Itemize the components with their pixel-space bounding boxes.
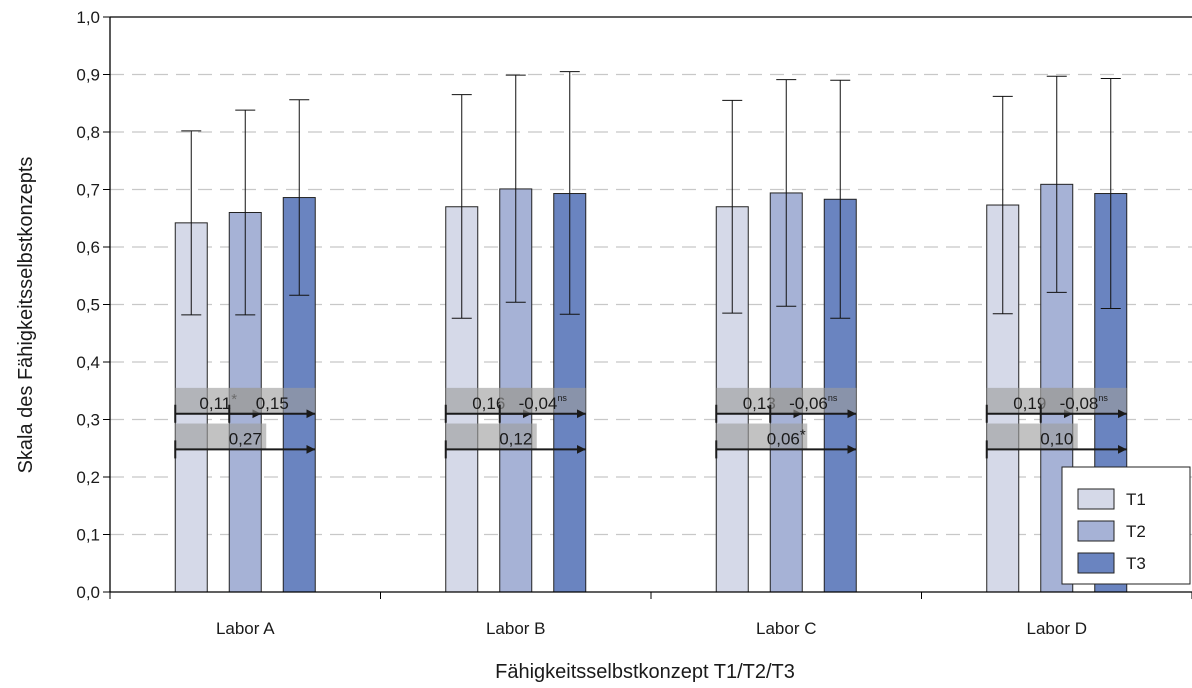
significance-marker: * (800, 426, 806, 443)
y-tick-label: 0,2 (76, 468, 100, 487)
legend-swatch (1077, 488, 1115, 510)
legend-swatch (1077, 520, 1115, 542)
effect-box (499, 387, 586, 414)
x-tick-label: Labor C (756, 619, 816, 638)
effect-label: 0,12 (499, 429, 532, 448)
effect-label: 0,06* (767, 426, 806, 448)
effect-label: 0,15 (256, 394, 289, 413)
effect-label: -0,04ns (519, 393, 568, 413)
effect-box (770, 387, 857, 414)
y-tick-label: 0,4 (76, 353, 100, 372)
legend-swatch (1077, 552, 1115, 574)
effect-box (1040, 387, 1127, 414)
effect-box (229, 387, 316, 414)
gridlines (110, 73, 1192, 536)
effect-box (986, 423, 1078, 450)
y-tick-label: 0,0 (76, 583, 100, 602)
bars (174, 71, 1128, 593)
effect-label: 0,10 (1040, 429, 1073, 448)
effect-label: 0,19 (1013, 394, 1046, 413)
effect-label: 0,16 (472, 394, 505, 413)
significance-marker: ns (557, 393, 567, 403)
effect-label: -0,08ns (1060, 393, 1109, 413)
y-tick-label: 1,0 (76, 8, 100, 27)
y-tick-label: 0,1 (76, 526, 100, 545)
x-tick-label: Labor A (216, 619, 275, 638)
y-axis-title: Skala des Fähigkeitsselbstkonzepts (15, 157, 37, 474)
y-tick-label: 0,8 (76, 123, 100, 142)
y-tick-label: 0,7 (76, 181, 100, 200)
significance-marker: ns (1098, 393, 1108, 403)
effect-annotations: 0,11*0,150,270,16-0,04ns0,120,13-0,06ns0… (174, 387, 1127, 459)
legend-label: T3 (1126, 554, 1146, 573)
y-tick-label: 0,9 (76, 66, 100, 85)
legend-label: T1 (1126, 490, 1146, 509)
effect-box (716, 423, 808, 450)
y-tick-label: 0,3 (76, 411, 100, 430)
x-tick-label: Labor D (1027, 619, 1087, 638)
y-tick-label: 0,6 (76, 238, 100, 257)
effect-label: 0,27 (229, 429, 262, 448)
significance-marker: ns (828, 393, 838, 403)
legend-label: T2 (1126, 522, 1146, 541)
legend: T1 T2 T3 (1061, 466, 1191, 585)
x-tick-label: Labor B (486, 619, 546, 638)
effect-box (175, 423, 267, 450)
y-tick-label: 0,5 (76, 296, 100, 315)
effect-label: -0,06ns (789, 393, 838, 413)
effect-box (445, 423, 537, 450)
axes: 0,0 0,1 0,2 0,3 0,4 0,5 0,6 0,7 0,8 0,9 1,0 Labor A… (76, 8, 1192, 638)
x-axis-title: Fähigkeitsselbstkonzept T1/T2/T3 (495, 661, 795, 683)
effect-label: 0,13 (743, 394, 776, 413)
